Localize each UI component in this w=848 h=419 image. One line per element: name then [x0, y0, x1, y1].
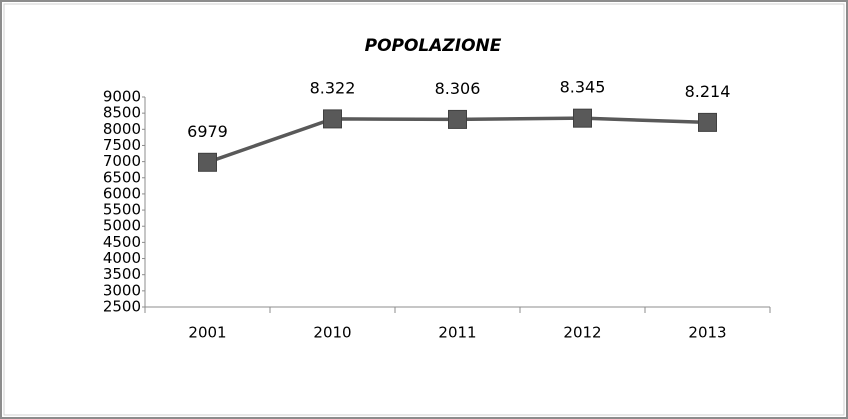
y-tick-label: 4500 — [103, 233, 141, 251]
chart-inner-frame — [3, 3, 845, 416]
marker — [698, 112, 717, 132]
x-tick-label: 2012 — [563, 324, 601, 342]
data-label: 8.345 — [560, 78, 606, 97]
y-tick-label: 3500 — [103, 265, 141, 283]
marker — [448, 109, 467, 129]
y-tick-label: 6500 — [103, 168, 141, 186]
y-tick-label: 5000 — [103, 217, 141, 235]
x-tick-label: 2011 — [438, 324, 476, 342]
x-tick-label: 2013 — [688, 324, 726, 342]
data-label: 8.214 — [685, 82, 731, 101]
data-label: 8.322 — [310, 78, 356, 97]
x-tick-label: 2010 — [313, 324, 351, 342]
marker — [573, 108, 592, 128]
y-tick-label: 3000 — [103, 281, 141, 299]
y-tick-label: 7000 — [103, 152, 141, 170]
x-tick-label: 2001 — [188, 324, 226, 342]
marker — [323, 109, 342, 129]
data-label: 8.306 — [435, 79, 481, 98]
y-tick-label: 7500 — [103, 136, 141, 154]
y-tick-label: 9000 — [103, 88, 141, 106]
y-tick-label: 6000 — [103, 184, 141, 202]
y-tick-label: 8000 — [103, 120, 141, 138]
chart-title: POPOLAZIONE — [365, 36, 502, 56]
y-tick-label: 4000 — [103, 249, 141, 267]
data-label: 6979 — [187, 122, 228, 141]
y-tick-label: 8500 — [103, 104, 141, 122]
y-tick-label: 2500 — [103, 298, 141, 316]
marker — [198, 152, 217, 172]
y-tick-label: 5500 — [103, 201, 141, 219]
